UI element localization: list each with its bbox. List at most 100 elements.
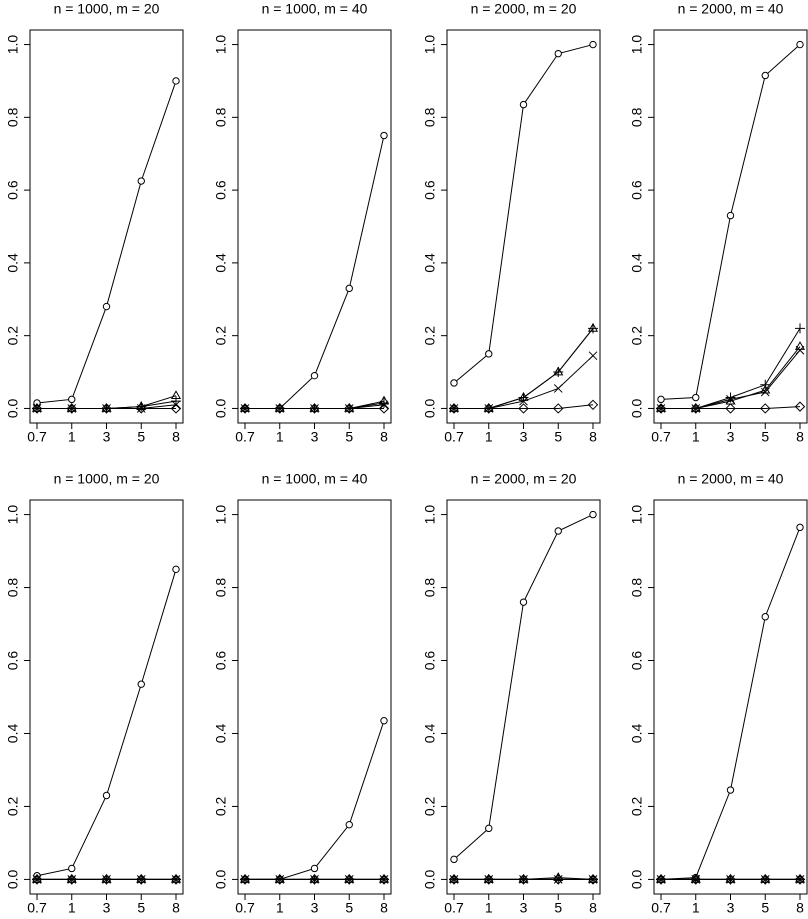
- marker-circle: [485, 824, 493, 833]
- marker-diamond: [101, 403, 112, 414]
- x-tick-label: 1: [692, 900, 700, 916]
- marker-circle: [761, 613, 769, 621]
- x-tick-label: 5: [761, 900, 769, 916]
- series-line: [36, 80, 177, 404]
- x-tick-label: 5: [554, 429, 562, 445]
- x-tick-label: 8: [589, 429, 597, 445]
- plot-frame: [446, 499, 601, 895]
- panel: n = 2000, m = 40 0.0 0.2 0.4 0.6 0.8 1.0 0.7 1 3 5…: [629, 471, 808, 916]
- x-tick-label: 0.7: [444, 429, 464, 445]
- y-tick-label: 1.0: [629, 505, 645, 525]
- marker-diamond: [553, 403, 564, 414]
- x-tick-label: 1: [485, 900, 493, 916]
- marker-cross: [760, 387, 770, 397]
- y-tick-label: 0.6: [5, 180, 21, 200]
- y-tick-label: 0.4: [629, 253, 645, 273]
- marker-diamond: [170, 403, 182, 414]
- marker-circle: [657, 395, 665, 404]
- marker-plus: [760, 379, 771, 390]
- y-tick-label: 0.4: [213, 253, 229, 273]
- marker-diamond: [725, 874, 736, 885]
- marker-circle: [345, 284, 353, 293]
- x-tick-label: 3: [103, 900, 111, 916]
- x-tick-label: 1: [68, 900, 76, 916]
- y-tick-label: 0.4: [422, 253, 438, 273]
- panel: n = 2000, m = 20 0.0 0.2 0.4 0.6 0.8 1.0 0.7 1 3 5…: [422, 471, 601, 916]
- y-tick-label: 0.6: [629, 651, 645, 671]
- y-tick-label: 0.0: [422, 869, 438, 889]
- marker-diamond: [760, 403, 771, 414]
- marker-circle: [726, 211, 735, 220]
- plot-frame: [446, 29, 601, 424]
- panel: n = 1000, m = 20 0.0 0.2 0.4 0.6 0.8 1.0 0.7 1 3 5…: [5, 471, 184, 916]
- y-tick-label: 0.8: [213, 107, 229, 127]
- plot-frame: [29, 29, 184, 424]
- y-tick-label: 1.0: [213, 35, 229, 55]
- series-line: [453, 514, 594, 860]
- x-tick-label: 5: [137, 429, 145, 445]
- y-tick-label: 0.0: [422, 399, 438, 419]
- x-tick-label: 3: [727, 900, 735, 916]
- marker-diamond: [239, 874, 251, 885]
- panel-title: n = 1000, m = 40: [262, 471, 368, 487]
- x-tick-label: 8: [796, 429, 804, 445]
- panel: n = 2000, m = 40 0.0 0.2 0.4 0.6 0.8 1.0 0.7 1 3 5…: [629, 1, 808, 445]
- marker-diamond: [344, 403, 355, 414]
- y-tick-label: 0.8: [422, 107, 438, 127]
- x-tick-label: 3: [520, 429, 528, 445]
- series-line: [453, 44, 594, 384]
- marker-plus: [588, 323, 598, 334]
- marker-circle: [172, 77, 180, 85]
- marker-diamond: [690, 874, 701, 885]
- y-tick-label: 0.4: [213, 724, 229, 744]
- marker-diamond: [309, 403, 320, 414]
- x-tick-label: 5: [137, 900, 145, 916]
- plot-frame: [653, 499, 808, 895]
- y-tick-label: 0.8: [629, 578, 645, 598]
- y-tick-label: 0.6: [213, 651, 229, 671]
- marker-circle: [589, 40, 597, 49]
- y-tick-label: 0.6: [422, 651, 438, 671]
- x-tick-label: 0.7: [27, 429, 47, 445]
- series-line: [245, 720, 385, 880]
- y-tick-label: 0.4: [5, 253, 21, 273]
- marker-diamond: [448, 874, 460, 885]
- marker-plus: [379, 397, 389, 408]
- marker-circle: [554, 527, 562, 535]
- plot-frame: [653, 29, 808, 424]
- plot-frame: [237, 29, 392, 424]
- marker-circle: [485, 350, 493, 358]
- marker-circle: [796, 40, 804, 49]
- panel-title: n = 1000, m = 20: [54, 1, 160, 17]
- y-tick-label: 0.2: [629, 326, 645, 346]
- series-line: [661, 406, 801, 409]
- x-tick-label: 1: [692, 429, 700, 445]
- panel-title: n = 2000, m = 40: [678, 1, 784, 17]
- y-tick-label: 0.2: [5, 326, 21, 346]
- marker-plus: [725, 392, 736, 403]
- y-tick-label: 0.2: [422, 797, 438, 817]
- marker-triangle: [794, 341, 806, 350]
- marker-diamond: [170, 874, 182, 885]
- panel: n = 2000, m = 20 0.0 0.2 0.4 0.6 0.8 1.0 0.7 1 3 5…: [422, 1, 601, 445]
- y-tick-label: 0.2: [213, 797, 229, 817]
- y-tick-label: 1.0: [5, 35, 21, 55]
- marker-diamond: [274, 403, 285, 414]
- marker-cross: [519, 396, 528, 406]
- y-tick-label: 0.4: [5, 724, 21, 744]
- marker-diamond: [725, 403, 736, 414]
- x-tick-label: 8: [796, 900, 804, 916]
- marker-cross: [171, 400, 181, 410]
- panel-title: n = 1000, m = 40: [262, 1, 368, 17]
- series-line: [660, 527, 801, 880]
- marker-diamond: [66, 403, 77, 414]
- panel: n = 1000, m = 20 0.0 0.2 0.4 0.6 0.8 1.0 0.7 1 3 5…: [5, 1, 184, 445]
- marker-circle: [345, 820, 353, 829]
- y-tick-label: 0.6: [5, 651, 21, 671]
- series-line: [245, 135, 385, 409]
- x-tick-label: 0.7: [27, 900, 47, 916]
- x-tick-label: 0.7: [235, 900, 255, 916]
- y-tick-label: 0.6: [422, 180, 438, 200]
